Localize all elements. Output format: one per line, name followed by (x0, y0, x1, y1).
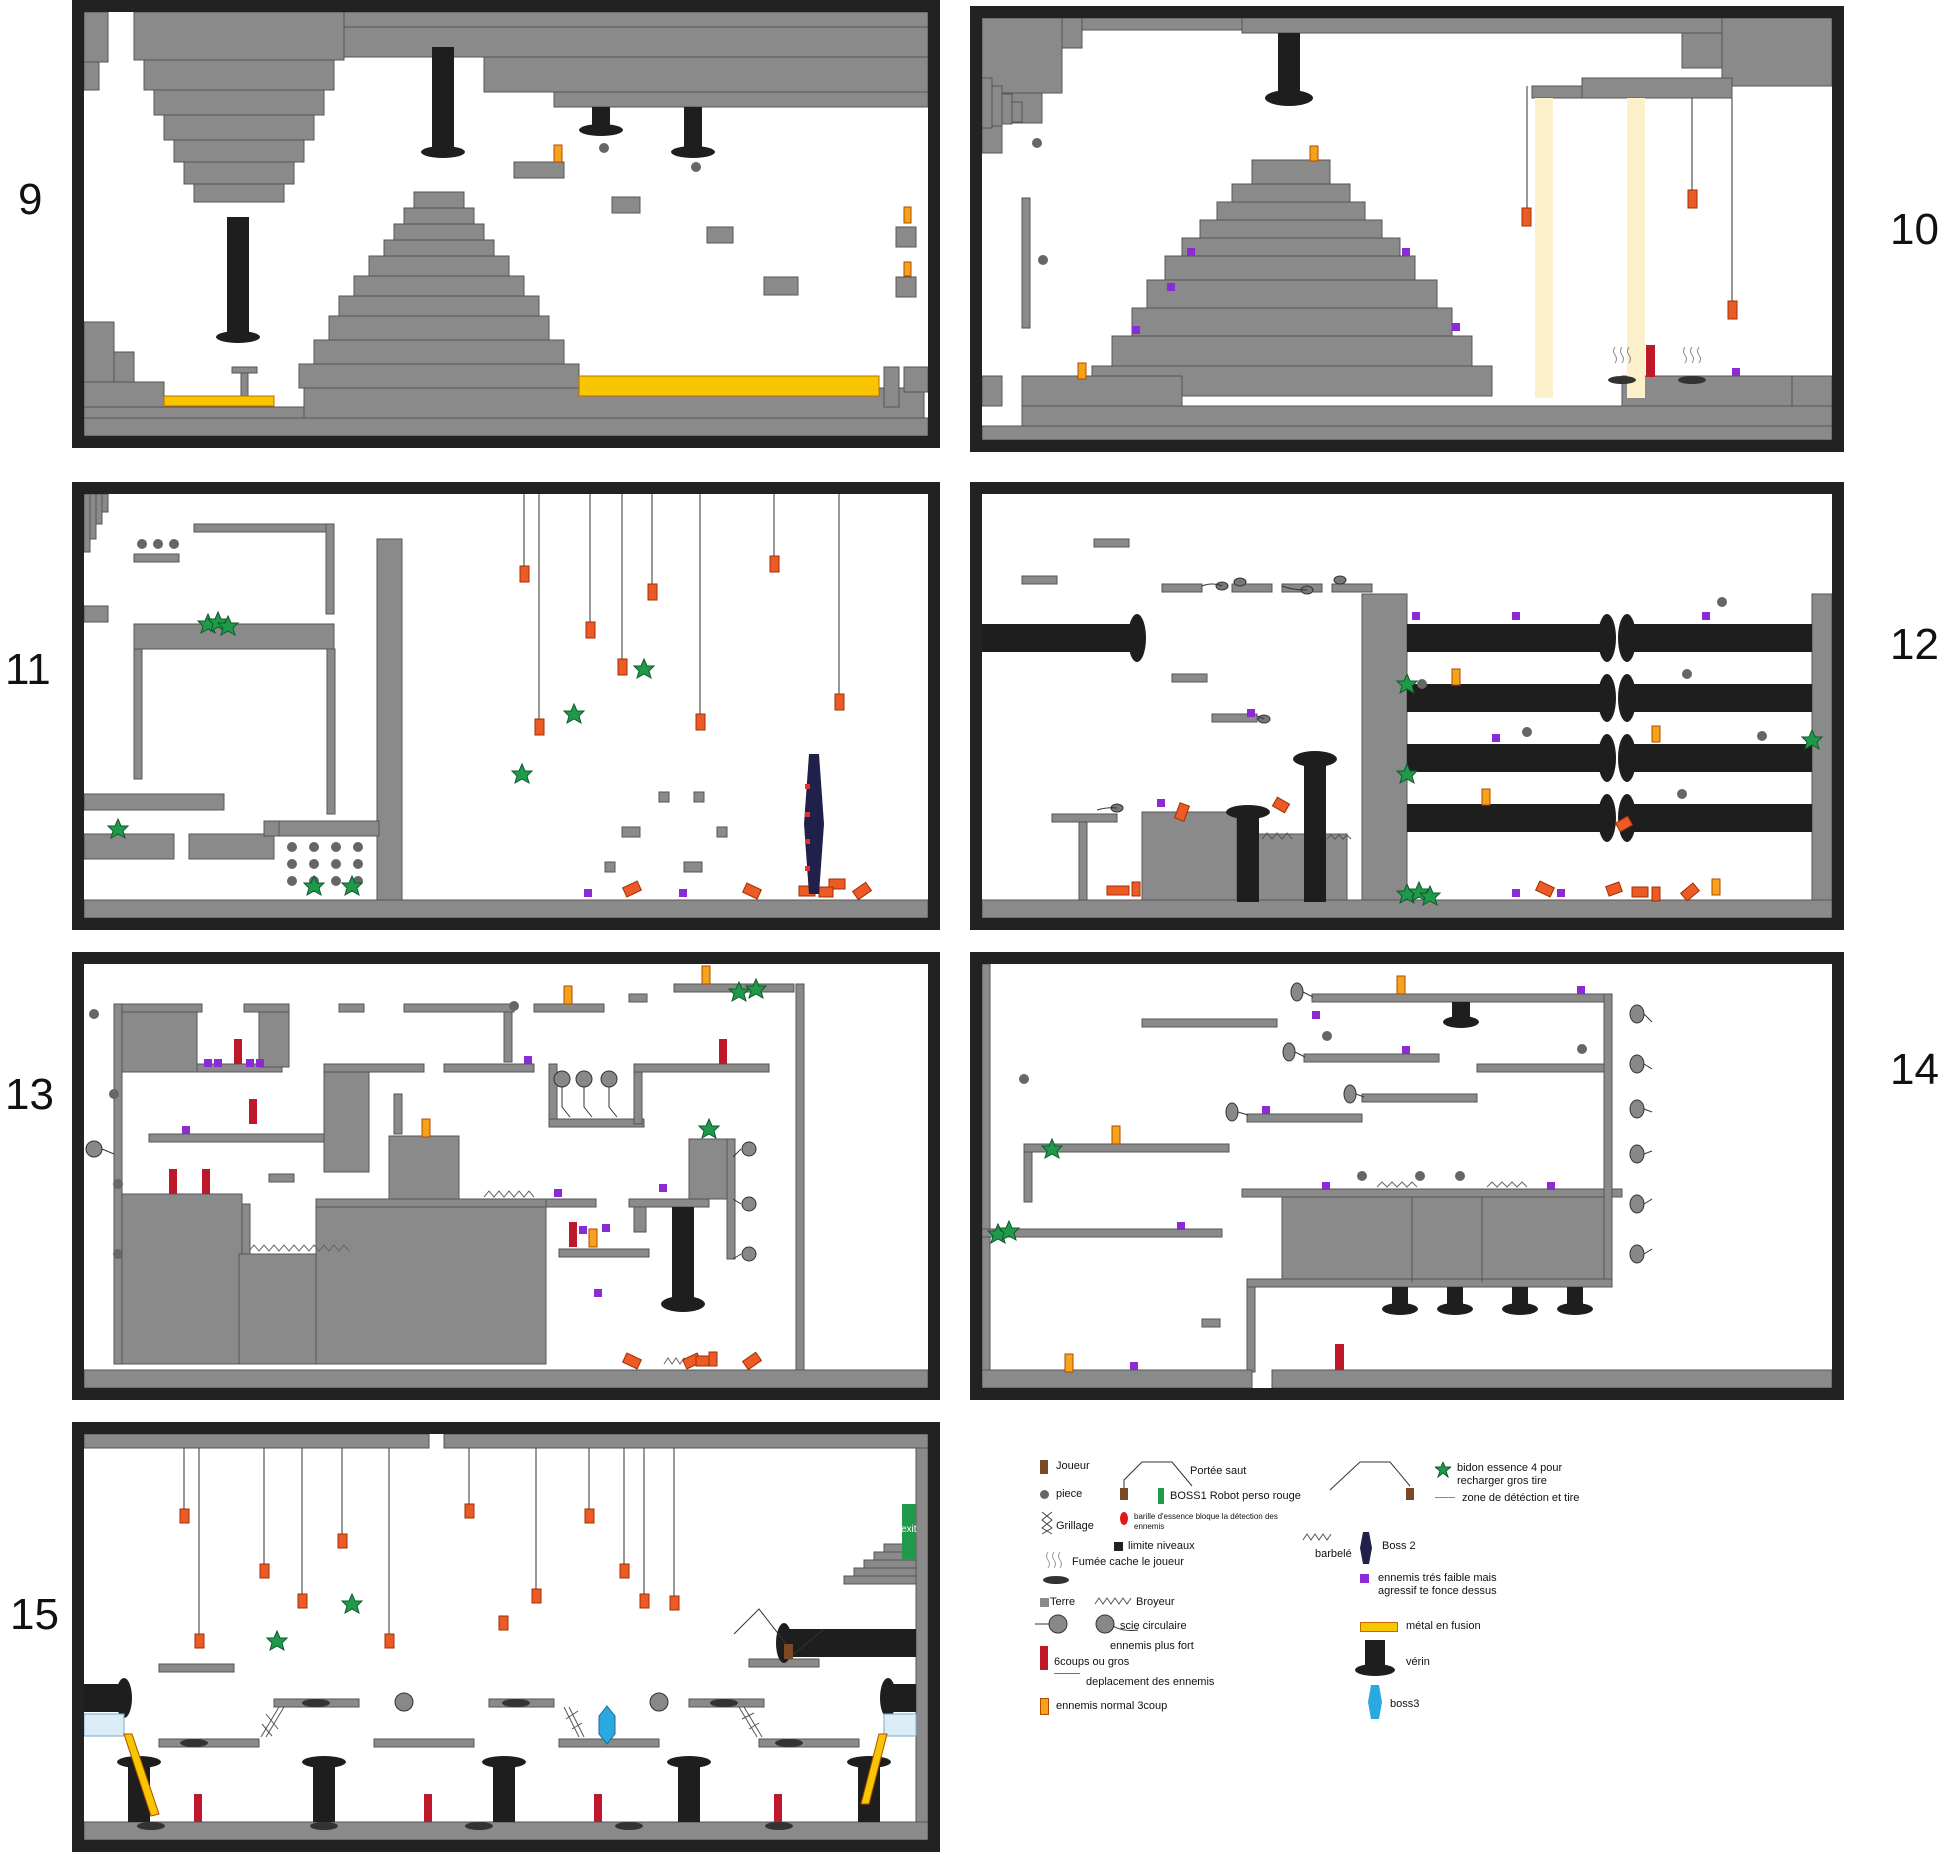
level-number-9: 9 (18, 175, 43, 224)
exit-label: exit (901, 1524, 917, 1535)
ground-icon (1040, 1598, 1049, 1607)
piston-icon (1355, 1640, 1395, 1676)
legend-piece: piece (1056, 1488, 1083, 1500)
level-15-map: exit (72, 1422, 940, 1852)
legend-bidon: bidon essence 4 pour recharger gros tire (1457, 1462, 1563, 1487)
legend-boss3: boss3 (1390, 1698, 1420, 1710)
boss1-icon (1158, 1488, 1164, 1504)
fence-icon (1041, 1511, 1053, 1535)
level-number-13: 13 (5, 1070, 54, 1119)
level-11-drawing (84, 494, 928, 918)
legend-grillage: Grillage (1056, 1520, 1094, 1532)
level-9-drawing (84, 12, 928, 436)
detection-zone-icon (1435, 1497, 1455, 1498)
enemy-movement-icon (1054, 1673, 1080, 1674)
level-10-map (970, 6, 1844, 452)
legend-ennemi-faible: ennemis trés faible mais agressif te fon… (1378, 1572, 1497, 1597)
crusher-icon (1094, 1597, 1132, 1605)
level-9-map (72, 0, 940, 448)
legend-metal: métal en fusion (1406, 1620, 1481, 1632)
legend-limite: limite niveaux (1128, 1540, 1195, 1552)
coin-icon (1040, 1490, 1049, 1499)
level-14-map (970, 952, 1844, 1400)
level-number-15: 15 (10, 1590, 59, 1639)
level-number-11: 11 (5, 645, 51, 694)
level-number-10: 10 (1890, 205, 1939, 254)
legend-barille: barille d'essence bloque la détection de… (1134, 1512, 1278, 1531)
saw-icon (1035, 1614, 1139, 1634)
level-11-map (72, 482, 940, 930)
legend-verin: vérin (1406, 1656, 1430, 1668)
strong-enemy-icon (1040, 1646, 1048, 1670)
legend-barbele: barbelé (1315, 1548, 1352, 1560)
boss2-icon (1360, 1532, 1372, 1564)
smoke-icon (1043, 1551, 1069, 1584)
level-number-14: 14 (1890, 1045, 1939, 1094)
legend-scie: scie circulaire (1120, 1620, 1187, 1632)
legend-fumee: Fumée cache le joueur (1072, 1556, 1184, 1568)
joueur-icon (1040, 1460, 1048, 1474)
legend-deplacement: deplacement des ennemis (1086, 1676, 1215, 1688)
legend-zone-detection: zone de détéction et tire (1462, 1492, 1580, 1504)
barbed-wire-icon (1302, 1533, 1332, 1541)
legend: Joueur Portée saut bidon essence 4 pour … (1010, 1440, 1940, 1850)
legend-joueur: Joueur (1056, 1460, 1090, 1472)
level-12-drawing (982, 538, 1832, 918)
barrel-icon (1120, 1512, 1128, 1525)
legend-ennemi-normal: ennemis normal 3coup (1056, 1700, 1168, 1712)
level-number-12: 12 (1890, 620, 1939, 669)
weak-enemy-icon (1360, 1574, 1369, 1583)
molten-metal-icon (1360, 1622, 1398, 1632)
legend-boss1: BOSS1 Robot perso rouge (1170, 1490, 1301, 1502)
legend-six-coups: 6coups ou gros (1054, 1656, 1130, 1668)
legend-broyeur: Broyeur (1136, 1596, 1175, 1608)
jump-range-icon (1120, 1461, 1414, 1500)
level-10-drawing (982, 18, 1832, 440)
legend-terre: Terre (1050, 1596, 1076, 1608)
level-13-map (72, 952, 940, 1400)
level-limit-icon (1114, 1542, 1123, 1551)
level-12-map (970, 482, 1844, 930)
legend-portee-saut: Portée saut (1190, 1465, 1247, 1477)
level-13-drawing (84, 965, 928, 1388)
normal-enemy-icon (1040, 1698, 1049, 1715)
level-14-drawing (982, 964, 1832, 1388)
legend-boss2: Boss 2 (1382, 1540, 1416, 1552)
boss3-icon (1368, 1685, 1382, 1719)
legend-ennemi-fort: ennemis plus fort (1110, 1640, 1194, 1652)
fuel-can-star-icon (1435, 1462, 1451, 1478)
level-15-drawing (84, 1434, 928, 1840)
